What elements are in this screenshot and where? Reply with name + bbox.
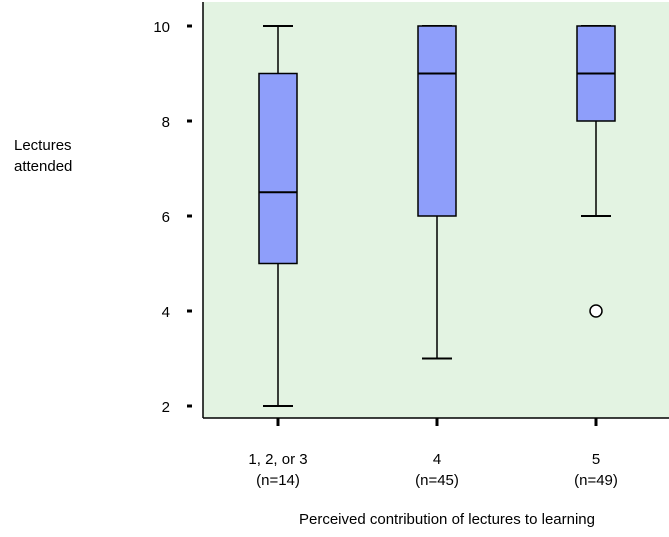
x-tick-mark: [276, 418, 280, 426]
y-tick-mark: [187, 119, 192, 123]
x-tick-sublabel: (n=45): [415, 472, 459, 489]
boxes: [258, 25, 616, 407]
y-tick-label: 8: [162, 114, 170, 131]
y-axis-label-line: Lectures: [14, 137, 72, 154]
x-tick-sublabel: (n=49): [574, 472, 618, 489]
x-tick-labels: 1, 2, or 3 (n=14) 4 (n=45) 5 (n=49): [248, 418, 618, 489]
x-tick-mark: [435, 418, 439, 426]
y-tick-label: 4: [162, 304, 170, 321]
y-axis-label-line: attended: [14, 158, 72, 175]
x-axis-label: Perceived contribution of lectures to le…: [299, 511, 595, 528]
y-axis-label: Lectures attended: [14, 137, 72, 175]
box-group: [258, 25, 298, 407]
iqr-box: [258, 72, 298, 265]
y-tick-mark: [187, 24, 192, 28]
x-tick-mark: [594, 418, 598, 426]
y-tick-label: 10: [153, 19, 170, 36]
y-ticks: 2 4 6 8 10: [153, 19, 192, 416]
x-tick-label: 1, 2, or 3: [248, 451, 307, 468]
y-tick-mark: [187, 214, 192, 218]
x-tick-label: 5: [592, 451, 600, 468]
x-tick-sublabel: (n=14): [256, 472, 300, 489]
y-tick-mark: [187, 309, 192, 313]
iqr-box: [417, 25, 457, 217]
box-group: [576, 25, 616, 318]
x-tick-label: 4: [433, 451, 441, 468]
y-tick-mark: [187, 404, 192, 408]
box-group: [417, 25, 457, 360]
y-tick-label: 2: [162, 399, 170, 416]
outlier-point: [589, 304, 603, 318]
y-tick-label: 6: [162, 209, 170, 226]
